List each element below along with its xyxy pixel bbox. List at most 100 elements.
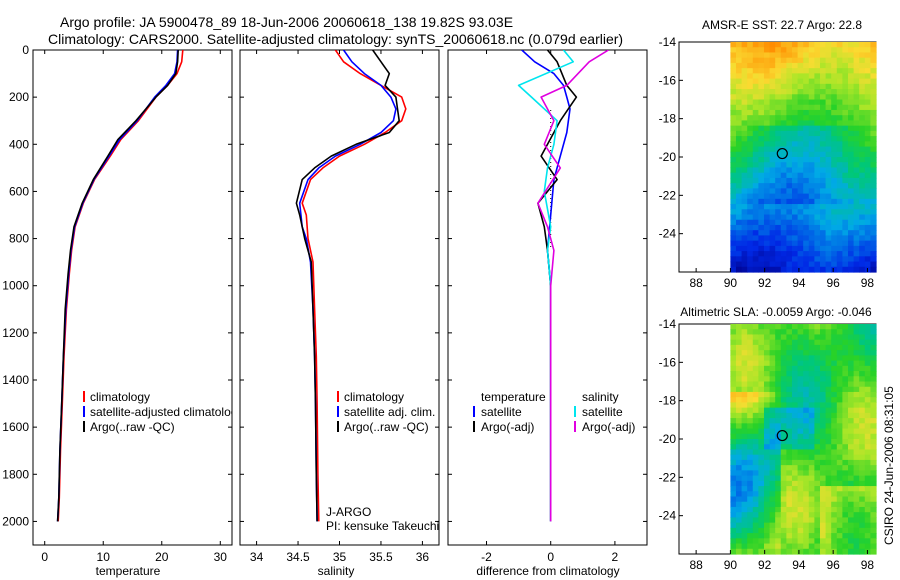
map-cell	[752, 172, 759, 179]
map-cell	[786, 470, 793, 477]
map-cell	[735, 433, 743, 440]
map-cell	[747, 214, 754, 221]
map-cell	[775, 146, 782, 153]
series-line-salinity-argo-adj	[537, 50, 609, 522]
map-cell	[758, 538, 765, 545]
map-cell	[758, 339, 765, 346]
map-cell	[769, 334, 776, 341]
map-cell	[797, 517, 804, 524]
map-cell	[842, 344, 849, 351]
map-cell	[791, 256, 799, 263]
map-cell	[780, 496, 787, 503]
map-cell	[836, 433, 843, 440]
temperature-legend: climatology satellite-adjusted climatolo…	[83, 390, 232, 434]
map-cell	[814, 266, 821, 273]
map-cell	[848, 496, 855, 503]
map-cell	[797, 324, 804, 330]
map-cell	[752, 454, 759, 461]
map-cell	[735, 256, 743, 263]
map-cell	[814, 219, 821, 226]
map-cell	[769, 543, 776, 550]
map-cell	[842, 449, 849, 456]
map-cell	[758, 501, 765, 508]
map-cell	[825, 42, 832, 48]
map-cell	[763, 204, 771, 210]
map-cell	[775, 115, 782, 122]
map-cell	[831, 183, 838, 189]
map-cell	[791, 543, 799, 550]
map-cell	[786, 344, 793, 351]
map-cell	[836, 480, 843, 487]
map-cell	[870, 219, 877, 226]
map-cell	[864, 209, 871, 216]
map-cell	[836, 527, 843, 534]
map-cell	[803, 172, 810, 179]
map-cell	[791, 433, 799, 440]
map-cell	[747, 183, 754, 189]
map-cell	[780, 235, 787, 242]
map-cell	[870, 235, 877, 242]
map-cell	[741, 230, 748, 237]
map-cell	[870, 251, 877, 257]
map-cell	[741, 470, 748, 477]
map-cell	[730, 428, 737, 435]
map-cell	[870, 355, 877, 362]
map-cell	[741, 172, 748, 179]
map-cell	[825, 120, 832, 127]
map-cell	[758, 130, 765, 137]
map-cell	[853, 444, 860, 451]
map-cell	[859, 193, 866, 200]
x-tick-label: -2	[481, 550, 492, 564]
map-cell	[842, 109, 849, 116]
map-cell	[791, 365, 799, 372]
map-cell	[820, 266, 827, 273]
map-cell	[831, 109, 838, 116]
map-cell	[752, 470, 759, 477]
map-cell	[803, 459, 810, 466]
map-cell	[752, 512, 759, 519]
map-cell	[752, 459, 759, 466]
map-cell	[758, 480, 765, 487]
map-cell	[797, 266, 804, 273]
map-cell	[853, 120, 860, 127]
map-cell	[859, 522, 866, 529]
map-cell	[853, 109, 860, 116]
map-cell	[797, 475, 804, 482]
map-cell	[803, 339, 810, 346]
map-cell	[769, 365, 776, 372]
map-cell	[752, 204, 759, 210]
map-cell	[797, 136, 804, 142]
map-cell	[836, 386, 843, 393]
map-cell	[763, 543, 771, 550]
map-cell	[820, 475, 827, 482]
map-cell	[752, 334, 759, 341]
map-cell	[763, 470, 771, 477]
map-cell	[758, 496, 765, 503]
map-cell	[820, 386, 827, 393]
map-cell	[831, 146, 838, 153]
map-cell	[870, 188, 877, 195]
map-cell	[735, 365, 743, 372]
map-cell	[820, 89, 827, 95]
map-cell	[842, 423, 849, 430]
map-cell	[769, 491, 776, 498]
map-cell	[853, 465, 860, 471]
map-cell	[780, 397, 787, 404]
map-cell	[814, 209, 821, 216]
sla-map-panel: Altimetric SLA: -0.0059 Argo: -0.046 88 9…	[659, 305, 877, 572]
map-cell	[831, 459, 838, 466]
map-cell	[831, 78, 838, 85]
map-cell	[752, 506, 759, 513]
map-cell	[780, 193, 787, 200]
map-cell	[747, 391, 754, 398]
map-cell	[864, 412, 871, 419]
map-cell	[786, 177, 793, 184]
map-cell	[797, 198, 804, 205]
map-cell	[763, 344, 771, 351]
map-cell	[859, 423, 866, 430]
map-cell	[735, 533, 743, 539]
map-cell	[769, 538, 776, 545]
map-cell	[808, 527, 815, 534]
map-cell	[791, 214, 799, 221]
map-cell	[859, 251, 866, 257]
